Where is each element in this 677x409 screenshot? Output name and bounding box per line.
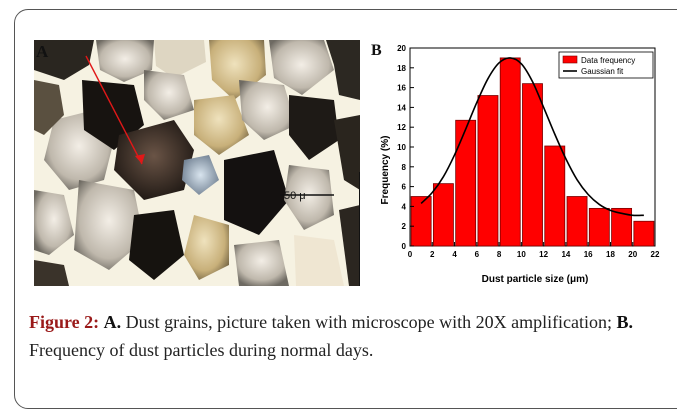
caption-part-a-text: Dust grains, picture taken with microsco… <box>121 312 617 332</box>
legend-label-data-frequency: Data frequency <box>581 56 635 65</box>
y-tick-label: 8 <box>402 163 407 172</box>
x-tick-label: 2 <box>430 250 435 259</box>
bar <box>611 207 633 247</box>
y-tick-label: 10 <box>397 143 406 152</box>
bar <box>544 145 566 247</box>
x-tick-label: 12 <box>539 250 548 259</box>
x-tick-label: 10 <box>517 250 526 259</box>
bar <box>522 83 543 247</box>
y-tick-label: 4 <box>402 202 407 211</box>
gaussian-fit-line <box>420 57 644 217</box>
chart-legend: Data frequency Gaussian fit <box>558 51 654 79</box>
y-tick-label: 20 <box>397 44 406 53</box>
x-tick-label: 6 <box>475 250 480 259</box>
x-tick-label: 8 <box>497 250 502 259</box>
bar <box>455 119 477 247</box>
bars <box>410 57 655 247</box>
y-axis-label: Frequency (%) <box>380 136 391 205</box>
x-tick-label: 20 <box>628 250 637 259</box>
frequency-chart: 0 2 4 6 8 10 12 14 16 18 20 22 0 2 4 6 8 10 12 14 16 18 20 Dat… <box>380 44 660 285</box>
caption-part-b-text: Frequency of dust particles during norma… <box>29 340 374 360</box>
x-tick-label: 18 <box>606 250 615 259</box>
bar <box>477 95 499 247</box>
legend-swatch-data-frequency <box>562 55 578 64</box>
chart-axes: 0 2 4 6 8 10 12 14 16 18 20 22 0 2 4 6 8 10 12 14 16 18 20 <box>397 44 660 259</box>
pointer-arrow <box>85 55 143 165</box>
bar <box>633 220 655 247</box>
y-tick-label: 6 <box>402 183 407 192</box>
x-axis-label: Dust particle size (μm) <box>482 274 589 285</box>
bar <box>588 207 610 247</box>
bar <box>410 196 432 247</box>
x-tick-label: 0 <box>408 250 413 259</box>
dust-grains-photo: 50 μ <box>34 40 360 286</box>
y-tick-label: 12 <box>397 123 406 132</box>
y-tick-label: 14 <box>397 103 406 112</box>
panel-b-label: B <box>371 42 382 59</box>
microscope-image: 50 μ <box>34 40 360 286</box>
caption-figure-label: Figure 2: <box>29 312 100 332</box>
figure-caption: Figure 2: A. Dust grains, picture taken … <box>29 308 659 364</box>
bar <box>566 196 588 247</box>
scale-label: 50 μ <box>284 190 306 202</box>
caption-part-b-label: B. <box>616 312 634 332</box>
y-tick-label: 2 <box>402 222 407 231</box>
y-tick-label: 16 <box>397 84 406 93</box>
y-tick-label: 18 <box>397 64 406 73</box>
panel-a-label: A <box>36 42 49 61</box>
caption-part-a-label: A. <box>103 312 122 332</box>
gaussian-fit <box>420 57 644 217</box>
bar <box>499 57 521 247</box>
legend-label-gaussian-fit: Gaussian fit <box>581 67 624 76</box>
x-tick-label: 4 <box>452 250 457 259</box>
x-tick-label: 16 <box>584 250 593 259</box>
y-tick-label: 0 <box>402 242 407 251</box>
bar <box>432 183 454 247</box>
x-tick-label: 14 <box>561 250 570 259</box>
x-tick-label: 22 <box>651 250 660 259</box>
